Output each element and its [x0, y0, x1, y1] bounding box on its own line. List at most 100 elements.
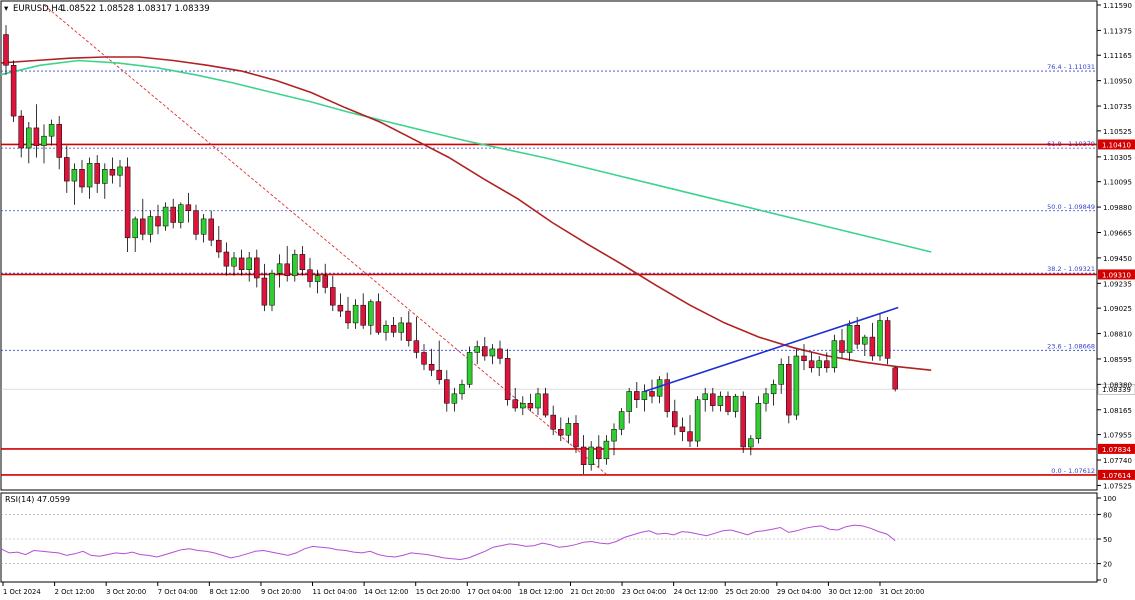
candle: [740, 391, 746, 453]
candle: [246, 252, 252, 282]
candle: [307, 257, 313, 288]
candle: [193, 204, 199, 241]
candle-body: [732, 395, 739, 412]
candle: [504, 348, 511, 406]
candle-body: [497, 348, 503, 359]
symbol-dropdown-icon[interactable]: ▾: [4, 4, 9, 14]
candle-body: [292, 254, 298, 276]
candle-body: [672, 411, 678, 428]
time-tick-label: 17 Oct 04:00: [467, 588, 511, 596]
candle: [489, 344, 496, 365]
level-price-tag: [1098, 469, 1135, 480]
candle-body: [846, 325, 853, 353]
candle-body: [770, 384, 777, 395]
time-tick-label: 25 Oct 20:00: [725, 588, 769, 596]
candle-body: [314, 275, 321, 282]
time-tick-label: 30 Oct 12:00: [828, 588, 872, 596]
candle-body: [33, 127, 40, 146]
candle: [634, 382, 640, 408]
candle: [337, 293, 344, 317]
price-tick-label: 1.09025: [1103, 305, 1132, 313]
candle: [200, 214, 207, 243]
candle-body: [816, 360, 822, 369]
candle: [520, 396, 526, 416]
candle: [694, 396, 701, 447]
candle: [497, 340, 503, 365]
candle-body: [124, 166, 131, 239]
candle-body: [155, 216, 161, 227]
candle: [679, 417, 686, 442]
current-price-tag: [1097, 383, 1135, 395]
candle-body: [603, 440, 610, 460]
candle-body: [580, 446, 587, 465]
candle-body: [231, 257, 237, 267]
time-tick-label: 31 Oct 20:00: [880, 588, 924, 596]
candle: [421, 344, 427, 371]
candle-body: [193, 210, 199, 235]
symbol-label: EURUSD,H4: [13, 4, 63, 14]
candle: [132, 216, 138, 252]
rsi-panel-frame: [0, 492, 1098, 583]
candle-body: [884, 320, 891, 359]
price-tick-label: 1.09450: [1103, 255, 1132, 263]
candle-body: [185, 204, 192, 211]
candle: [33, 104, 40, 158]
candle-body: [451, 393, 458, 404]
candle: [223, 242, 230, 276]
candle-body: [444, 379, 450, 404]
candle-body: [717, 395, 724, 406]
time-tick-label: 11 Oct 04:00: [313, 588, 357, 596]
time-tick-label: 7 Oct 04:00: [158, 588, 198, 596]
current-price-label: 1.08339: [1102, 386, 1131, 394]
candle: [611, 423, 617, 456]
candle-body: [421, 352, 427, 365]
candle: [748, 435, 754, 456]
candle-body: [368, 301, 374, 326]
candle: [862, 334, 868, 356]
price-tick-label: 1.09235: [1103, 280, 1132, 288]
candle-body: [588, 446, 594, 465]
price-tick-label: 1.07955: [1103, 432, 1132, 440]
candle-body: [542, 393, 549, 416]
candle-body: [702, 393, 708, 400]
time-tick-label: 23 Oct 04:00: [622, 588, 666, 596]
candle: [299, 246, 306, 276]
fib-level-label: 0.0 - 1.07612: [1051, 467, 1095, 475]
candle-body: [360, 304, 366, 326]
trendline-group: [644, 306, 899, 393]
candle: [618, 408, 625, 436]
candle: [649, 379, 655, 404]
level-price-label: 1.09310: [1102, 271, 1131, 279]
fib-level-label: 76.4 - 1.11031: [1047, 63, 1095, 71]
candle-body: [793, 355, 800, 416]
candle-body: [755, 403, 762, 439]
candle: [140, 198, 146, 241]
candle: [345, 296, 351, 329]
candle-body: [520, 403, 526, 409]
rsi-tick-label: 50: [1103, 536, 1112, 544]
candle-body: [261, 277, 268, 306]
candle-body: [778, 364, 784, 385]
candle-body: [831, 340, 838, 369]
time-tick-label: 15 Oct 20:00: [416, 588, 460, 596]
candle-body: [679, 426, 686, 432]
candle-body: [656, 379, 663, 397]
downtrend-line-group: [43, 4, 607, 475]
candle: [763, 387, 769, 412]
candle: [406, 311, 412, 347]
candle: [26, 122, 32, 164]
candle-body: [307, 269, 313, 282]
candle: [854, 317, 860, 349]
candle-body: [375, 301, 382, 333]
candle: [375, 293, 382, 335]
candle: [56, 116, 62, 170]
candle-body: [428, 364, 435, 371]
candle: [558, 417, 564, 442]
candle-body: [649, 391, 655, 397]
moving-averages: [0, 56, 932, 371]
candle-body: [489, 348, 496, 357]
candle-body: [527, 403, 534, 409]
candle-body: [200, 218, 207, 235]
